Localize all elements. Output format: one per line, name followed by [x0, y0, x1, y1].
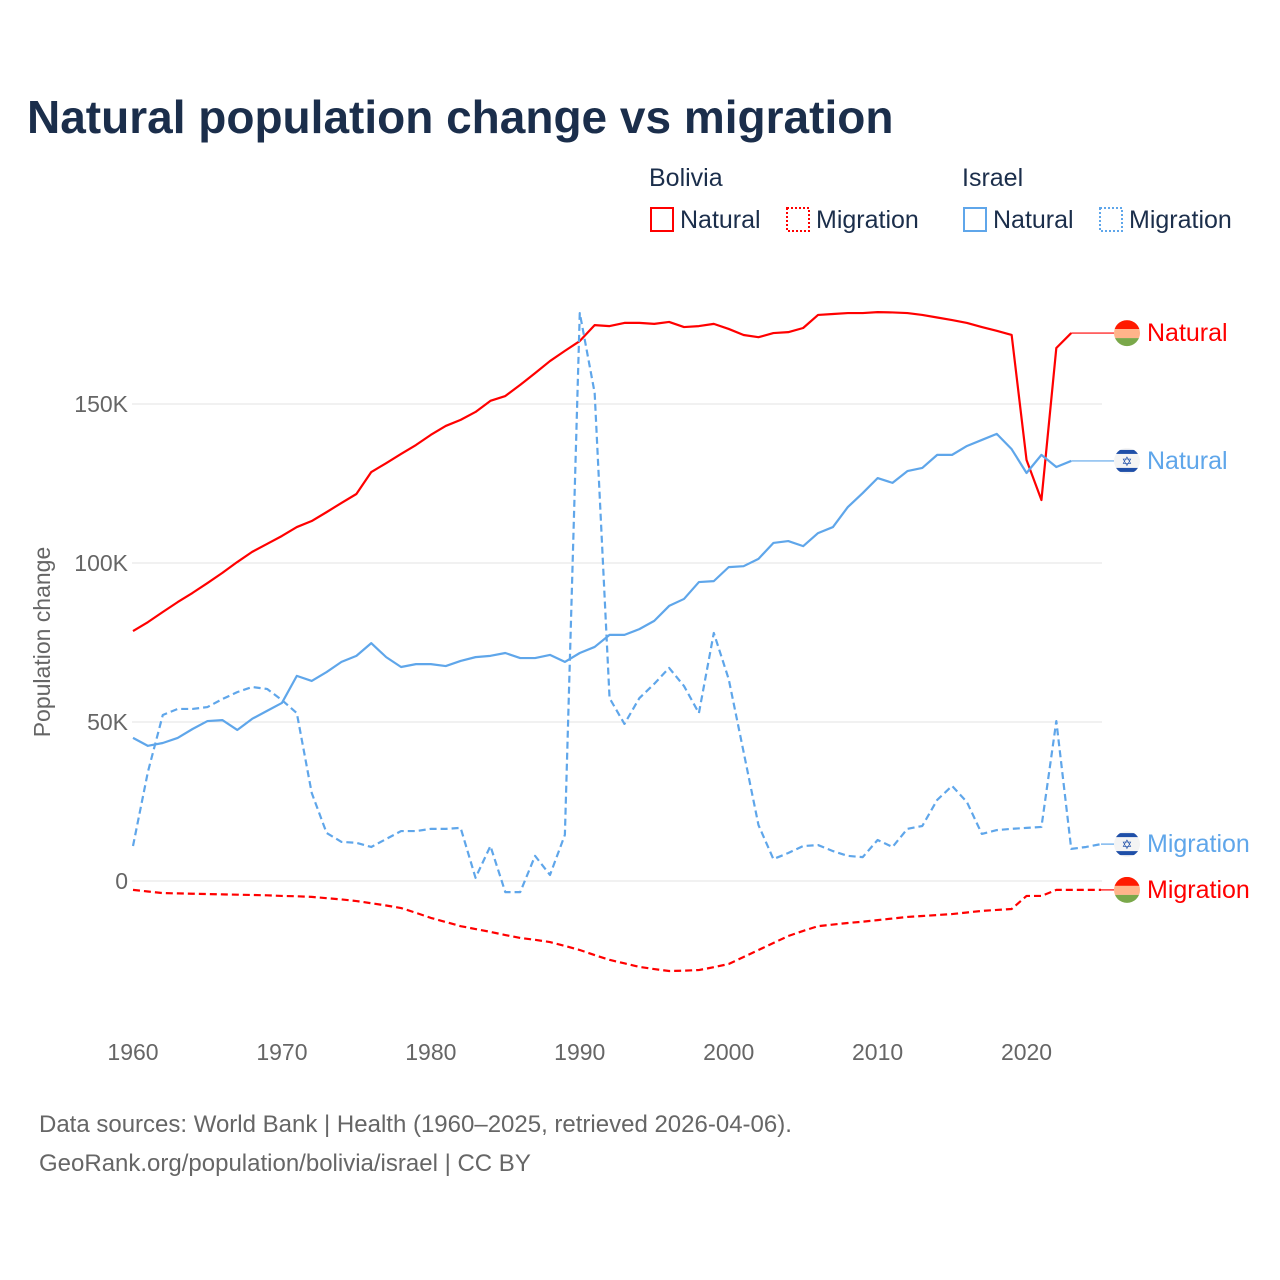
- chart-title: Natural population change vs migration: [27, 91, 893, 143]
- legend-bolivia-migration[interactable]: Migration: [816, 206, 919, 234]
- israel-flag-icon: ✡: [1114, 447, 1140, 474]
- legend-israel-natural[interactable]: Natural: [993, 206, 1074, 234]
- legend: Bolivia Natural Migration Israel Natural…: [649, 164, 1232, 234]
- legend-swatch-bolivia-migration[interactable]: [786, 207, 810, 232]
- x-tick-label: 2020: [1001, 1039, 1052, 1065]
- y-axis: 0 50K 100K 150K: [74, 391, 128, 894]
- series-lines: [131, 310, 1102, 973]
- x-tick-label: 1980: [405, 1039, 456, 1065]
- svg-text:✡: ✡: [1122, 837, 1133, 852]
- svg-text:✡: ✡: [1122, 454, 1133, 469]
- legend-swatch-bolivia-natural[interactable]: [650, 207, 674, 232]
- y-tick-label: 50K: [87, 709, 129, 735]
- israel-migration-line: [131, 311, 1102, 894]
- bolivia-migration-line: [132, 888, 1101, 973]
- gridlines: [132, 403, 1102, 882]
- x-axis: 1960 1970 1980 1990 2000 2010 2020: [107, 1039, 1052, 1065]
- bolivia-natural-line: [132, 310, 1072, 632]
- legend-group-bolivia: Bolivia: [649, 164, 723, 192]
- x-tick-label: 1960: [107, 1039, 158, 1065]
- israel-natural-end-label: Natural: [1147, 447, 1228, 475]
- legend-group-israel: Israel: [962, 164, 1023, 192]
- x-tick-label: 2000: [703, 1039, 754, 1065]
- y-axis-label: Population change: [29, 547, 55, 738]
- legend-swatch-israel-migration[interactable]: [1099, 207, 1123, 232]
- y-tick-label: 150K: [74, 391, 128, 417]
- israel-migration-end-label: Migration: [1147, 830, 1250, 858]
- footer-sources: Data sources: World Bank | Health (1960–…: [39, 1111, 792, 1138]
- x-tick-label: 1970: [256, 1039, 307, 1065]
- israel-natural-line: [132, 432, 1072, 747]
- israel-flag-icon: ✡: [1114, 831, 1140, 858]
- bolivia-flag-icon: [1114, 320, 1140, 347]
- legend-israel-migration[interactable]: Migration: [1129, 206, 1232, 234]
- bolivia-migration-end-label: Migration: [1147, 876, 1250, 904]
- bolivia-natural-end-label: Natural: [1147, 319, 1228, 347]
- bolivia-flag-icon: [1114, 876, 1140, 903]
- legend-bolivia-natural[interactable]: Natural: [680, 206, 761, 234]
- y-tick-label: 0: [115, 868, 128, 894]
- footer-link[interactable]: GeoRank.org/population/bolivia/israel | …: [39, 1150, 531, 1177]
- legend-swatch-israel-natural[interactable]: [963, 207, 987, 232]
- x-tick-label: 1990: [554, 1039, 605, 1065]
- end-labels: Natural Migration ✡ Natural ✡ Migration: [1071, 319, 1250, 904]
- x-tick-label: 2010: [852, 1039, 903, 1065]
- y-tick-label: 100K: [74, 550, 128, 576]
